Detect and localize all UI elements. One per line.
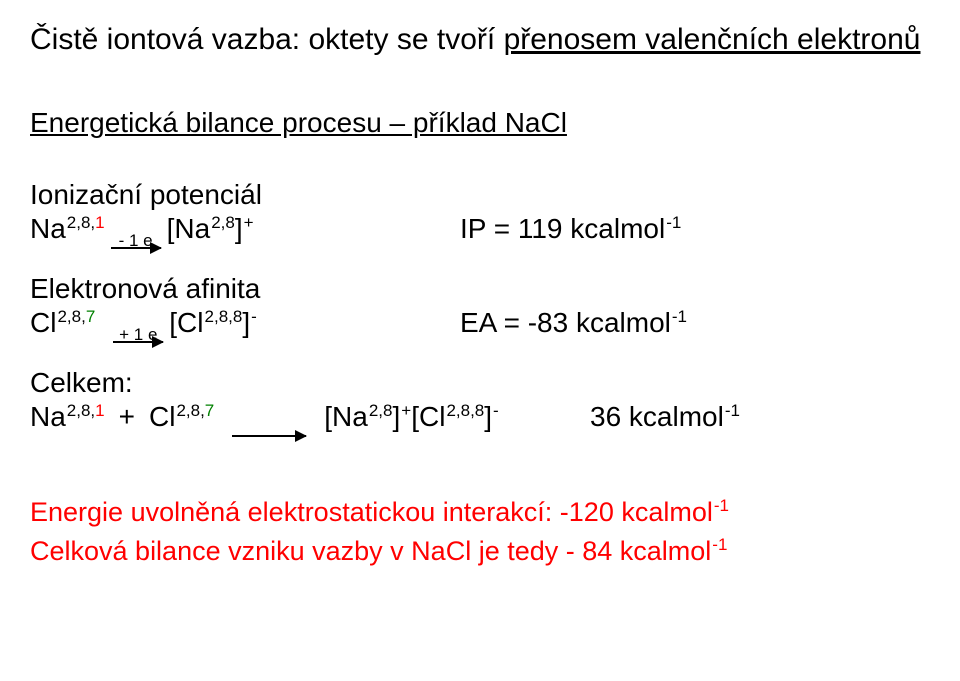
total-cl-sup: 2,8, xyxy=(176,401,204,420)
title-underlined: přenosem valenčních elektronů xyxy=(504,23,921,56)
prod-na-bracket: ] xyxy=(392,401,400,433)
cl-base: Cl xyxy=(30,307,56,339)
total-cl: Cl2,8,7 xyxy=(149,401,214,433)
footer-line-2-text: Celková bilance vzniku vazby v NaCl je t… xyxy=(30,536,711,566)
footer-line-1: Energie uvolněná elektrostatickou intera… xyxy=(30,493,930,532)
cl-ion-bracket: ] xyxy=(242,307,250,339)
affinity-reactant: Cl2,8,7 xyxy=(30,307,95,339)
subtitle: Energetická bilance procesu – příklad Na… xyxy=(30,107,930,139)
na-ion-sup: 2,8 xyxy=(211,213,235,233)
footer-line-2: Celková bilance vzniku vazby v NaCl je t… xyxy=(30,532,930,571)
footer-line-1-exp: -1 xyxy=(714,496,729,515)
title-prefix: Čistě iontová vazba: oktety se tvoří xyxy=(30,23,504,56)
total-product-na: [Na2,8]+ xyxy=(324,401,411,433)
cl-sup: 2,8, xyxy=(57,307,85,326)
arrow-icon xyxy=(111,247,161,249)
ionization-arrow: - 1 e xyxy=(111,232,161,249)
affinity-product: [Cl2,8,8]- xyxy=(169,307,257,339)
ionization-equation: Na2,8,1 - 1 e [Na2,8]+ IP = 119 kcalmol-… xyxy=(30,213,930,245)
prod-na-sup: 2,8 xyxy=(369,401,393,421)
total-na-sup: 2,8, xyxy=(67,401,95,420)
affinity-label: Elektronová afinita xyxy=(30,273,930,305)
affinity-left: Cl2,8,7 + 1 e [Cl2,8,8]- xyxy=(30,307,460,339)
cl-ion-sup: 2,8,8 xyxy=(205,307,243,327)
na-ion-bracket: ] xyxy=(235,213,243,245)
ionization-label: Ionizační potenciál xyxy=(30,179,930,211)
cl-sup-last: 7 xyxy=(86,307,95,326)
ionization-product: [Na2,8]+ xyxy=(167,213,254,245)
total-result: 36 kcalmol-1 xyxy=(590,401,740,433)
na-ion-charge: + xyxy=(244,213,254,233)
affinity-equation: Cl2,8,7 + 1 e [Cl2,8,8]- EA = -83 kcalmo… xyxy=(30,307,930,339)
arrow-icon xyxy=(232,435,306,437)
total-na-base: Na xyxy=(30,401,66,433)
total-left: Na2,8,1 + Cl2,8,7 [Na2,8]+ [Cl2,8,8]- xyxy=(30,401,590,433)
ip-value: IP = 119 kcalmol xyxy=(460,213,665,245)
prod-cl-open: [Cl xyxy=(411,401,445,433)
cl-ion-open: [Cl xyxy=(169,307,203,339)
total-equation: Na2,8,1 + Cl2,8,7 [Na2,8]+ [Cl2,8,8]- 36… xyxy=(30,401,930,433)
total-exp: -1 xyxy=(725,401,740,421)
cl-ion-charge: - xyxy=(251,307,257,327)
total-na-sup-last: 1 xyxy=(95,401,104,420)
ionization-left: Na2,8,1 - 1 e [Na2,8]+ xyxy=(30,213,460,245)
arrow-icon xyxy=(113,341,163,343)
prod-cl-charge: - xyxy=(493,401,499,421)
ip-exp: -1 xyxy=(666,213,681,233)
prod-cl-sup: 2,8,8 xyxy=(446,401,484,421)
footer-line-1-text: Energie uvolněná elektrostatickou intera… xyxy=(30,497,713,527)
total-label: Celkem: xyxy=(30,367,930,399)
affinity-result: EA = -83 kcalmol-1 xyxy=(460,307,687,339)
na-ion-open: [Na xyxy=(167,213,211,245)
total-arrow xyxy=(232,435,306,437)
prod-na-charge: + xyxy=(401,401,411,421)
ionization-reactant: Na2,8,1 xyxy=(30,213,105,245)
total-cl-sup-last: 7 xyxy=(205,401,214,420)
prod-cl-bracket: ] xyxy=(484,401,492,433)
page-title: Čistě iontová vazba: oktety se tvoří pře… xyxy=(30,20,930,59)
footer-block: Energie uvolněná elektrostatickou intera… xyxy=(30,493,930,571)
na-sup: 2,8, xyxy=(67,213,95,232)
plus-sign: + xyxy=(119,401,135,433)
footer-line-2-exp: -1 xyxy=(712,535,727,554)
total-product-cl: [Cl2,8,8]- xyxy=(411,401,499,433)
ea-exp: -1 xyxy=(672,307,687,327)
prod-na-open: [Na xyxy=(324,401,368,433)
ea-value: EA = -83 kcalmol xyxy=(460,307,671,339)
total-cl-base: Cl xyxy=(149,401,175,433)
total-na: Na2,8,1 xyxy=(30,401,105,433)
na-base: Na xyxy=(30,213,66,245)
affinity-arrow: + 1 e xyxy=(113,326,163,343)
na-sup-last: 1 xyxy=(95,213,104,232)
ionization-result: IP = 119 kcalmol-1 xyxy=(460,213,681,245)
total-value: 36 kcalmol xyxy=(590,401,724,433)
